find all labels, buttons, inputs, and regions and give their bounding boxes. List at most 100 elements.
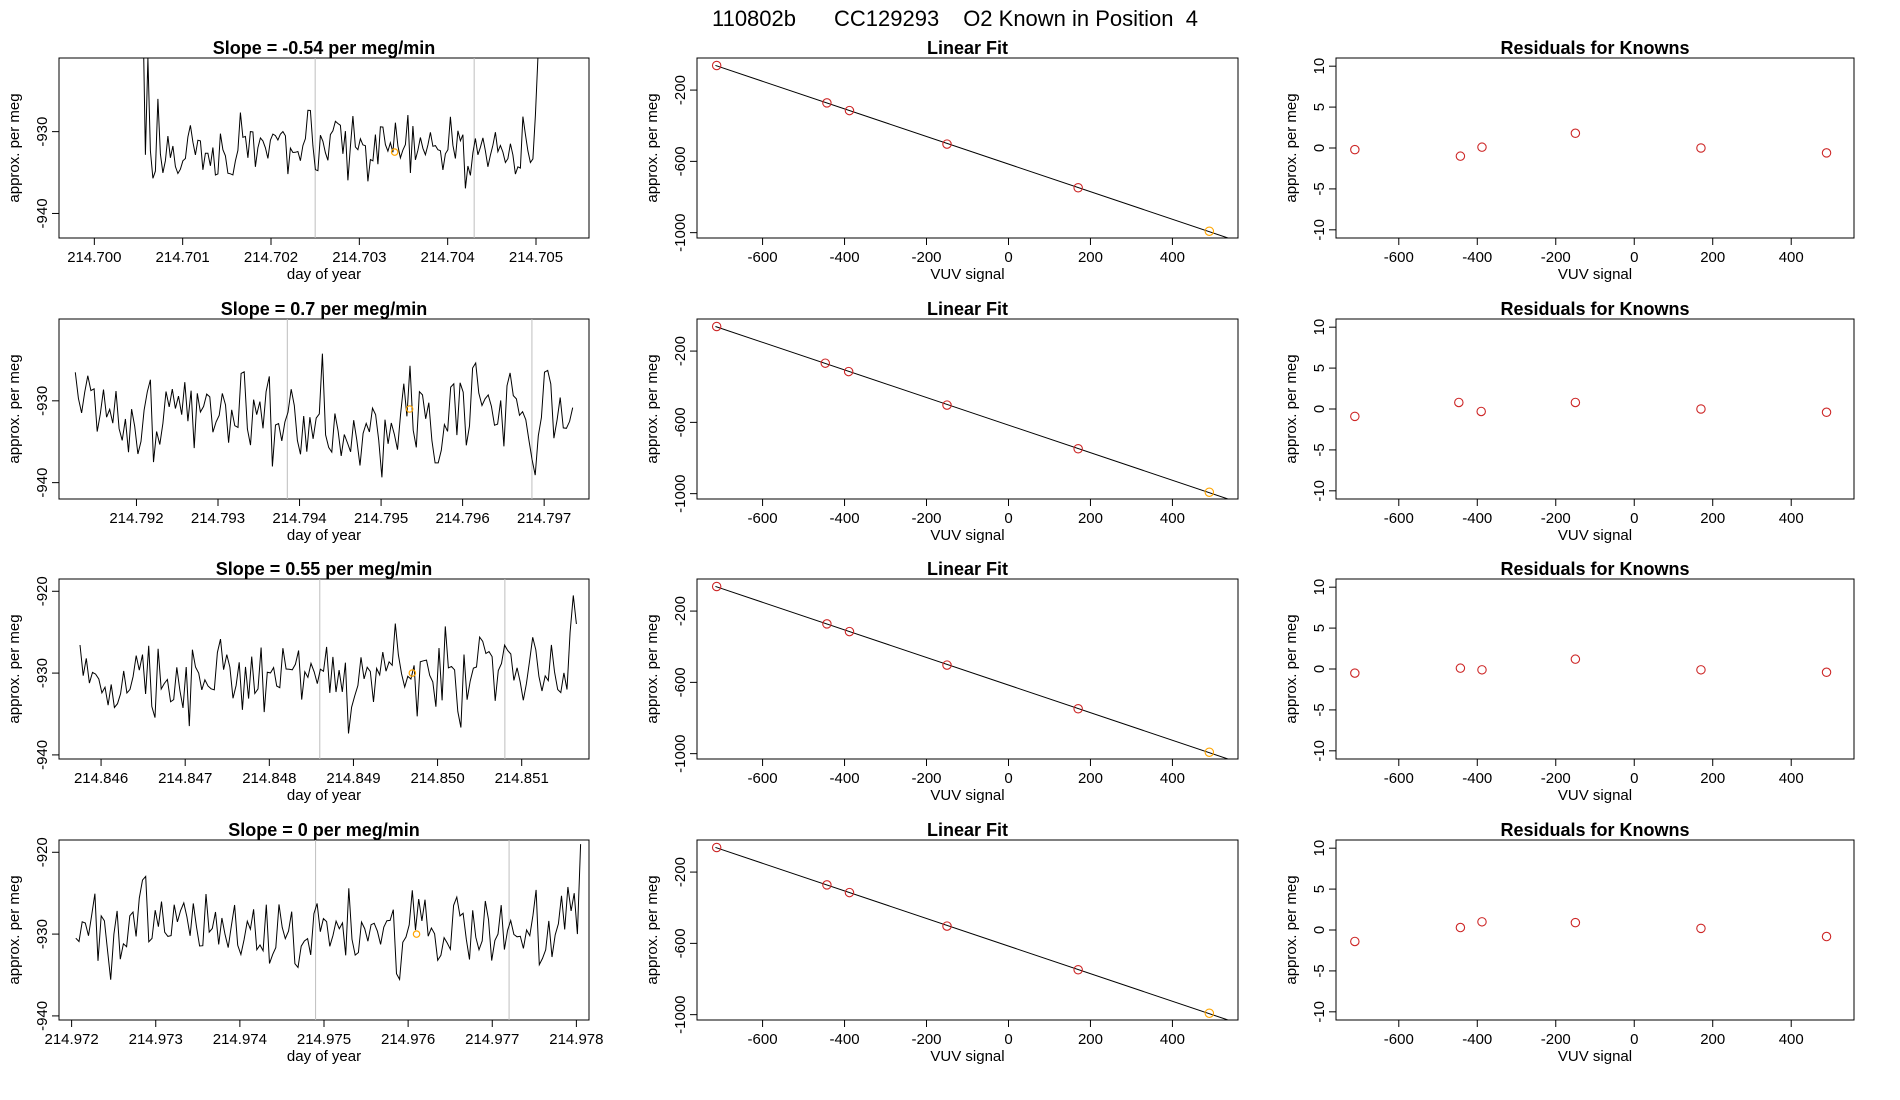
panel-grid: Slope = -0.54 per meg/min 214.700 214.701 2…: [6, 38, 1855, 1065]
fit-line: [715, 585, 1230, 759]
data-point: [1073, 703, 1083, 714]
y-tick-label: -920: [34, 576, 51, 606]
y-tick-label: 5: [1311, 364, 1328, 372]
x-axis-label: VUV signal: [1558, 787, 1632, 804]
y-tick-label: -1000: [672, 734, 689, 772]
data-point: [1477, 665, 1487, 675]
y-tick-label: 5: [1311, 624, 1328, 632]
y-tick-label: -930: [34, 919, 51, 949]
x-tick-label: -400: [830, 770, 860, 787]
plot-area: [711, 842, 1230, 1020]
x-tick-label: 214.796: [435, 510, 489, 527]
x-tick-label: -400: [830, 249, 860, 266]
x-tick-label: 200: [1078, 1031, 1103, 1048]
y-tick-label: 10: [1311, 319, 1328, 336]
y-tick-label: -1000: [672, 474, 689, 512]
y-tick-label: 0: [1311, 665, 1328, 673]
y-tick-label: -600: [672, 667, 689, 697]
x-tick-label: 214.793: [191, 510, 245, 527]
y-axis-label: approx. per meg: [6, 354, 23, 463]
highlight-point: [405, 405, 414, 413]
y-tick-label: -940: [34, 198, 51, 228]
x-tick-label: 200: [1700, 1031, 1725, 1048]
x-tick-label: 214.795: [354, 510, 408, 527]
y-tick-label: -10: [1311, 480, 1328, 502]
panel-r1-c1: Slope = -0.54 per meg/min 214.700 214.701 2…: [6, 38, 590, 283]
data-point: [844, 105, 855, 116]
panel-title: Residuals for Knowns: [1500, 559, 1689, 579]
x-tick-label: -200: [911, 510, 941, 527]
x-tick-label: 400: [1160, 1031, 1185, 1048]
panel-title: Residuals for Knowns: [1500, 299, 1689, 319]
data-point: [1204, 487, 1215, 497]
y-axis-label: approx. per meg: [644, 354, 661, 463]
data-point: [822, 619, 832, 629]
y-axis-label: approx. per meg: [1283, 614, 1300, 723]
figure-title-desc: O2 Known in Position 4: [963, 6, 1198, 31]
x-tick-label: -400: [830, 510, 860, 527]
highlight-point: [412, 930, 421, 938]
plot-area: [711, 581, 1230, 759]
data-point: [1821, 148, 1832, 158]
panel-r2-c3: Residuals for Knowns -600 -400 -200 0 200 400 V…: [1283, 299, 1855, 544]
y-tick-label: -200: [672, 75, 689, 105]
panel-title: Residuals for Knowns: [1500, 38, 1689, 58]
y-tick-label: -5: [1311, 703, 1328, 716]
fit-line: [715, 326, 1230, 499]
x-tick-label: 214.704: [421, 249, 475, 266]
x-tick-label: 214.977: [465, 1031, 519, 1048]
plot-area: [1350, 128, 1832, 161]
x-tick-label: 400: [1779, 770, 1804, 787]
y-tick-label: -5: [1311, 964, 1328, 977]
y-tick-label: 10: [1311, 579, 1328, 596]
x-tick-label: 0: [1630, 770, 1638, 787]
panel-r2-c1: Slope = 0.7 per meg/min 214.792 214.793 214…: [6, 299, 590, 544]
x-tick-label: -200: [1541, 510, 1571, 527]
x-tick-label: 214.973: [129, 1031, 183, 1048]
y-tick-label: -940: [34, 740, 51, 770]
y-tick-label: 10: [1311, 840, 1328, 857]
y-tick-label: -930: [34, 658, 51, 688]
x-tick-label: -200: [911, 770, 941, 787]
x-tick-label: 0: [1004, 1031, 1012, 1048]
x-axis-label: VUV signal: [930, 527, 1004, 544]
x-axis-label: VUV signal: [1558, 266, 1632, 283]
series-line: [75, 844, 582, 982]
y-tick-label: -940: [34, 468, 51, 498]
y-tick-label: 10: [1311, 58, 1328, 75]
data-point: [844, 887, 855, 898]
y-tick-label: -200: [672, 857, 689, 887]
data-point: [843, 366, 854, 377]
y-tick-label: 0: [1311, 405, 1328, 413]
data-point: [1696, 143, 1706, 153]
panel-title: Linear Fit: [927, 38, 1008, 58]
x-tick-label: 214.978: [549, 1031, 603, 1048]
data-point: [1821, 931, 1832, 942]
x-tick-label: -600: [1384, 1031, 1414, 1048]
x-axis-label: day of year: [287, 266, 361, 283]
y-tick-label: -10: [1311, 219, 1328, 241]
x-axis-label: VUV signal: [1558, 1048, 1632, 1065]
y-axis-label: approx. per meg: [644, 875, 661, 984]
data-point: [1696, 404, 1706, 414]
x-tick-label: 200: [1078, 770, 1103, 787]
x-tick-label: 214.700: [67, 249, 121, 266]
x-tick-label: 200: [1700, 510, 1725, 527]
x-tick-label: 0: [1630, 1031, 1638, 1048]
x-tick-label: 400: [1160, 510, 1185, 527]
y-tick-label: 5: [1311, 103, 1328, 111]
y-tick-label: -200: [672, 336, 689, 366]
x-tick-label: 0: [1004, 249, 1012, 266]
x-tick-label: 400: [1160, 249, 1185, 266]
data-point: [822, 98, 832, 108]
data-point: [1073, 443, 1083, 454]
data-point: [942, 400, 952, 410]
x-tick-label: 214.792: [109, 510, 163, 527]
x-axis-label: day of year: [287, 787, 361, 804]
panel-r3-c3: Residuals for Knowns -600 -400 -200 0 200 400 V…: [1283, 559, 1855, 804]
x-tick-label: -400: [1462, 1031, 1492, 1048]
